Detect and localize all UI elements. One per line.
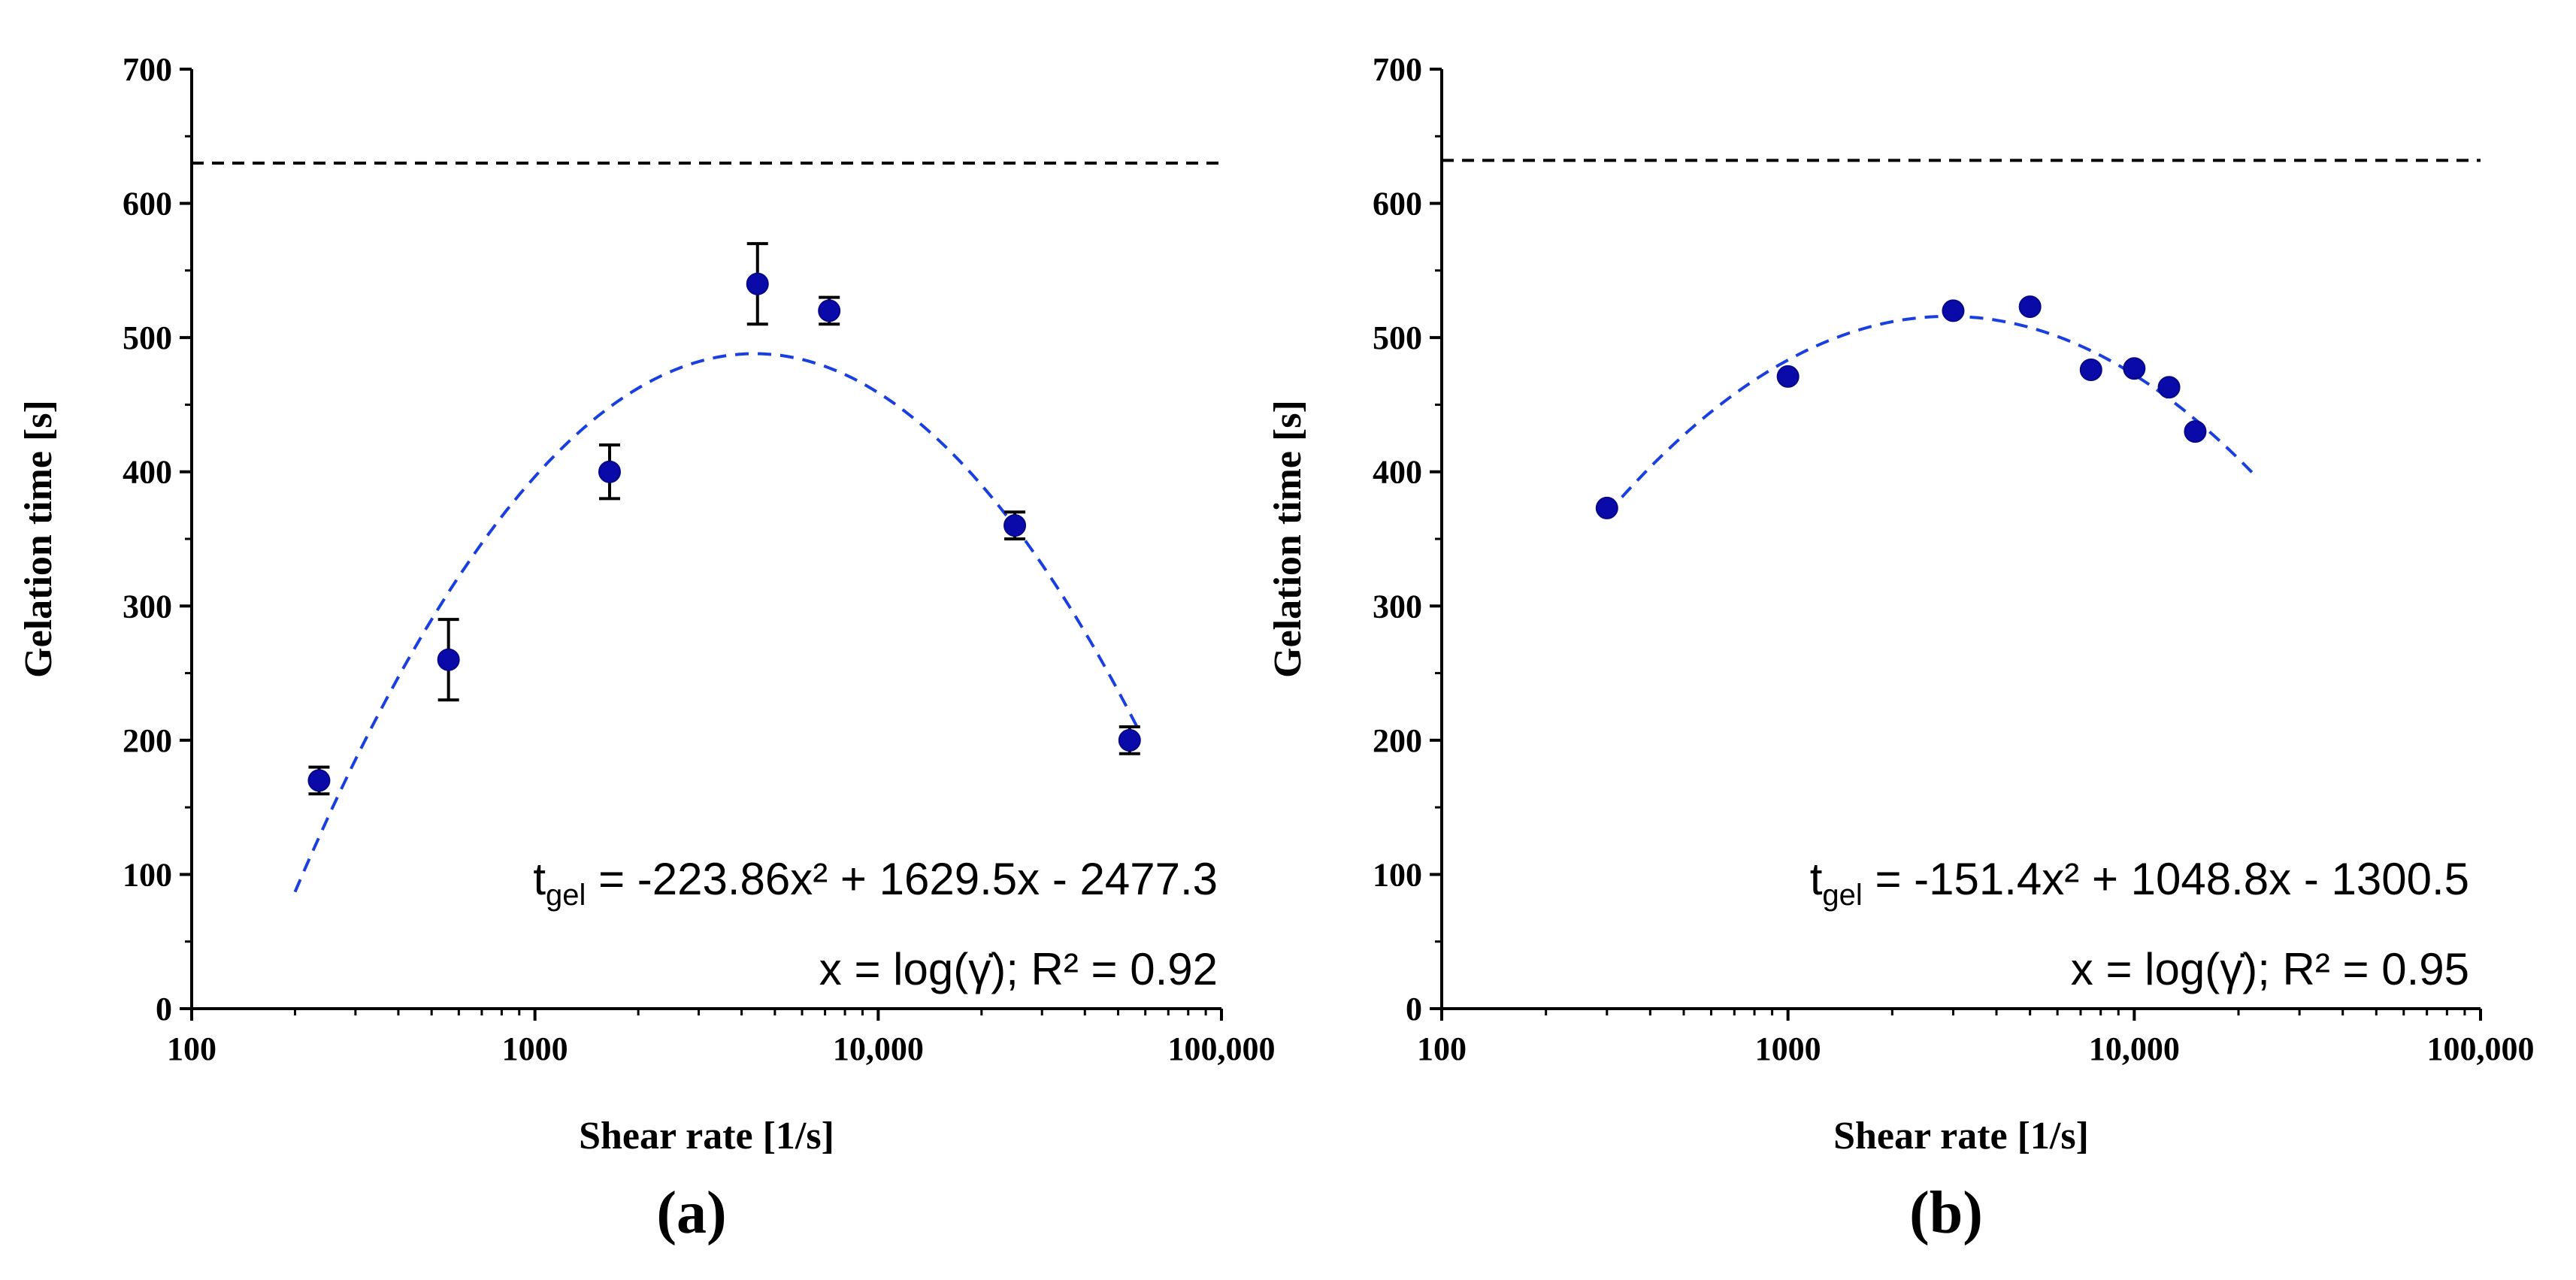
fit-r-squared: x = log(γ̇); R² = 0.95 bbox=[2071, 944, 2469, 994]
y-tick-label: 300 bbox=[123, 588, 172, 625]
x-tick-label: 100,000 bbox=[1168, 1030, 1276, 1067]
x-tick-label: 1000 bbox=[502, 1030, 568, 1067]
data-point bbox=[2123, 357, 2146, 380]
x-tick-label: 100 bbox=[1417, 1030, 1467, 1067]
x-axis-title: Shear rate [1/s] bbox=[579, 1115, 834, 1157]
x-tick-label: 100 bbox=[167, 1030, 216, 1067]
y-tick-label: 100 bbox=[1373, 856, 1422, 893]
data-point bbox=[2184, 420, 2207, 443]
y-tick-label: 400 bbox=[123, 454, 172, 491]
panel-label: (b) bbox=[1909, 1180, 1983, 1246]
fit-equation: tgel = -151.4x² + 1048.8x - 1300.5 bbox=[1810, 854, 2469, 912]
data-point bbox=[1942, 299, 1965, 322]
y-axis-title: Gelation time [s] bbox=[17, 400, 60, 678]
data-point bbox=[1776, 365, 1800, 388]
equation-subscript: gel bbox=[1822, 879, 1862, 912]
y-tick-label: 0 bbox=[1406, 991, 1422, 1027]
equation-body: = -223.86x² + 1629.5x - 2477.3 bbox=[586, 854, 1218, 904]
x-tick-label: 1000 bbox=[1755, 1030, 1821, 1067]
y-tick-label: 600 bbox=[123, 186, 172, 222]
data-point bbox=[2018, 295, 2042, 319]
fit-equation: tgel = -223.86x² + 1629.5x - 2477.3 bbox=[533, 854, 1218, 912]
data-point bbox=[1118, 728, 1141, 752]
data-point bbox=[746, 272, 769, 295]
data-point bbox=[1595, 496, 1618, 519]
equation-subscript: gel bbox=[546, 879, 586, 912]
y-tick-label: 500 bbox=[1373, 319, 1422, 356]
fit-curve bbox=[293, 352, 1142, 893]
y-tick-label: 300 bbox=[1373, 588, 1422, 625]
y-tick-label: 500 bbox=[123, 319, 172, 356]
equation-variable: t bbox=[1810, 854, 1823, 904]
equation-body: = -151.4x² + 1048.8x - 1300.5 bbox=[1863, 854, 2469, 904]
x-tick-label: 10,000 bbox=[833, 1030, 924, 1067]
x-axis-title: Shear rate [1/s] bbox=[1833, 1115, 2089, 1157]
x-tick-label: 100,000 bbox=[2427, 1030, 2535, 1067]
data-point bbox=[598, 460, 621, 483]
y-tick-label: 0 bbox=[156, 991, 172, 1027]
y-tick-label: 400 bbox=[1373, 454, 1422, 491]
panel-label: (a) bbox=[656, 1180, 726, 1246]
data-point bbox=[1003, 514, 1027, 537]
y-tick-label: 700 bbox=[1373, 51, 1422, 88]
y-tick-label: 100 bbox=[123, 856, 172, 893]
data-point bbox=[2079, 359, 2102, 381]
data-point bbox=[437, 648, 460, 671]
y-tick-label: 600 bbox=[1373, 186, 1422, 222]
equation-variable: t bbox=[533, 854, 546, 904]
y-tick-label: 200 bbox=[1373, 722, 1422, 759]
x-tick-label: 10,000 bbox=[2089, 1030, 2180, 1067]
data-point bbox=[307, 769, 331, 792]
y-axis-title: Gelation time [s] bbox=[1267, 400, 1309, 678]
data-point bbox=[2157, 376, 2181, 399]
data-point bbox=[818, 299, 841, 322]
y-tick-label: 200 bbox=[123, 722, 172, 759]
fit-curve bbox=[1606, 314, 2254, 516]
y-tick-label: 700 bbox=[123, 51, 172, 88]
fit-r-squared: x = log(γ̇); R² = 0.92 bbox=[819, 944, 1218, 994]
